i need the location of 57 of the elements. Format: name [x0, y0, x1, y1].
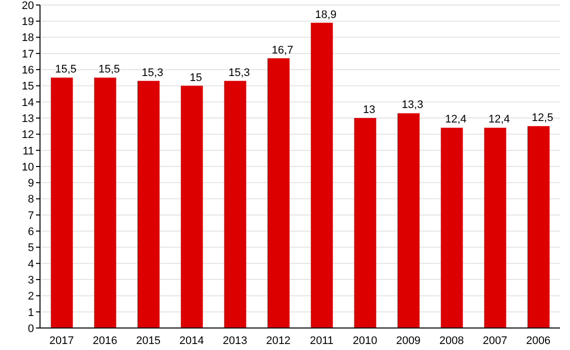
- y-tick-label: 11: [22, 145, 34, 158]
- x-tick-label: 2014: [179, 334, 204, 347]
- x-tick-label: 2008: [439, 334, 464, 347]
- bar: [310, 22, 333, 328]
- x-tick-label: 2015: [136, 334, 161, 347]
- x-tick-label: 2012: [266, 334, 291, 347]
- bar: [354, 118, 376, 328]
- x-tick-label: 2010: [352, 334, 378, 347]
- x-tick-label: 2016: [92, 334, 118, 347]
- y-tick-label: 18: [22, 32, 34, 44]
- data-label: 18,9: [315, 8, 337, 21]
- y-tick-label: 1: [28, 306, 34, 319]
- y-tick-label: 20: [22, 0, 34, 12]
- y-tick-label: 9: [28, 178, 34, 190]
- bar: [528, 126, 550, 328]
- y-tick-label: 4: [28, 258, 34, 270]
- y-tick-label: 19: [22, 16, 34, 28]
- data-label: 15,5: [55, 64, 77, 76]
- data-label: 16,7: [272, 44, 294, 56]
- y-tick-label: 7: [28, 210, 34, 222]
- y-tick-label: 3: [28, 274, 34, 286]
- data-label: 13,3: [402, 99, 424, 112]
- y-tick-label: 0: [28, 322, 34, 335]
- data-label: 12,5: [532, 112, 554, 124]
- data-label: 15: [190, 72, 202, 84]
- data-label: 15,5: [98, 64, 120, 76]
- x-tick-label: 2009: [396, 334, 421, 347]
- x-tick-label: 2006: [526, 334, 551, 347]
- y-tick-label: 6: [28, 226, 34, 238]
- bar: [398, 113, 420, 328]
- y-tick-label: 16: [22, 64, 34, 77]
- bar: [224, 80, 246, 328]
- y-tick-label: 10: [22, 161, 34, 174]
- y-tick-label: 8: [28, 194, 34, 206]
- y-tick-label: 14: [22, 96, 34, 109]
- x-tick-label: 2013: [222, 334, 248, 347]
- bar: [440, 128, 463, 328]
- y-tick-label: 12: [22, 129, 34, 142]
- x-tick-label: 2017: [49, 334, 74, 347]
- bar: [138, 80, 160, 328]
- bar: [94, 78, 116, 328]
- data-label: 12,4: [445, 114, 467, 126]
- x-tick-label: 2011: [310, 334, 334, 347]
- bar: [268, 58, 290, 328]
- y-tick-label: 2: [28, 290, 34, 303]
- data-label: 12,4: [488, 114, 510, 126]
- y-tick-label: 15: [22, 80, 34, 93]
- x-tick-label: 2007: [482, 334, 508, 347]
- y-tick-label: 5: [28, 242, 34, 254]
- bar: [50, 78, 73, 328]
- data-label: 13: [363, 104, 376, 116]
- data-label: 15,3: [228, 66, 250, 79]
- bar: [484, 128, 506, 328]
- bar: [180, 86, 203, 328]
- data-label: 15,3: [142, 66, 164, 79]
- y-tick-label: 17: [22, 48, 34, 60]
- y-tick-label: 13: [22, 112, 34, 125]
